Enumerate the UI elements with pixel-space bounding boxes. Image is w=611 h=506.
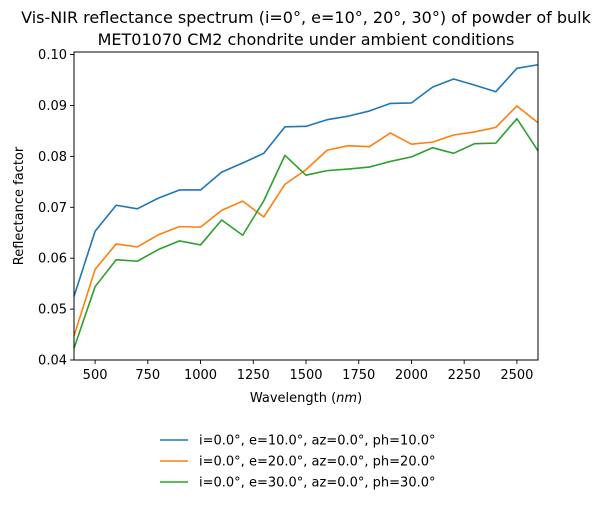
chart-title-line-2: MET01070 CM2 chondrite under ambient con… (98, 30, 515, 49)
y-tick-label-6: 0.09 (38, 99, 67, 114)
y-tick-label-2: 0.05 (38, 303, 67, 318)
x-tick-label-5: 1500 (289, 368, 322, 383)
x-axis-label-prefix: Wavelength ( (250, 391, 336, 406)
x-axis-label-suffix: ) (357, 391, 362, 406)
legend-label-3: i=0.0°, e=30.0°, az=0.0°, ph=30.0° (199, 476, 436, 491)
y-tick-label-5: 0.08 (38, 150, 67, 165)
x-tick-label-2: 750 (135, 368, 160, 383)
x-tick-label-3: 1000 (184, 368, 217, 383)
legend: i=0.0°, e=10.0°, az=0.0°, ph=10.0° i=0.0°… (160, 434, 436, 491)
x-tick-label-6: 1750 (342, 368, 375, 383)
chart-title-line-1: Vis-NIR reflectance spectrum (i=0°, e=10… (21, 8, 591, 27)
x-axis-label-unit: nm (336, 391, 357, 406)
y-tick-label-3: 0.06 (38, 252, 67, 267)
y-tick-label-4: 0.07 (38, 201, 67, 216)
ticks-layer: 500 750 1000 1250 1500 1750 2000 2250 2500 0.04 0.… (38, 48, 533, 383)
legend-label-1: i=0.0°, e=10.0°, az=0.0°, ph=10.0° (199, 434, 436, 449)
series-line-3 (73, 117, 539, 349)
plot-frame (73, 51, 539, 361)
series-layer (73, 63, 539, 349)
x-tick-label-1: 500 (83, 368, 108, 383)
y-axis-label: Reflectance factor (12, 146, 27, 265)
x-tick-label-9: 2500 (500, 368, 533, 383)
series-line-1 (73, 63, 539, 297)
y-tick-label-7: 0.10 (38, 48, 67, 63)
series-line-2 (73, 105, 539, 337)
legend-label-2: i=0.0°, e=20.0°, az=0.0°, ph=20.0° (199, 455, 436, 470)
x-tick-label-4: 1250 (237, 368, 270, 383)
x-axis-label: Wavelength (nm) (250, 391, 362, 406)
x-tick-label-7: 2000 (395, 368, 428, 383)
x-tick-label-8: 2250 (448, 368, 481, 383)
y-tick-label-1: 0.04 (38, 354, 67, 369)
